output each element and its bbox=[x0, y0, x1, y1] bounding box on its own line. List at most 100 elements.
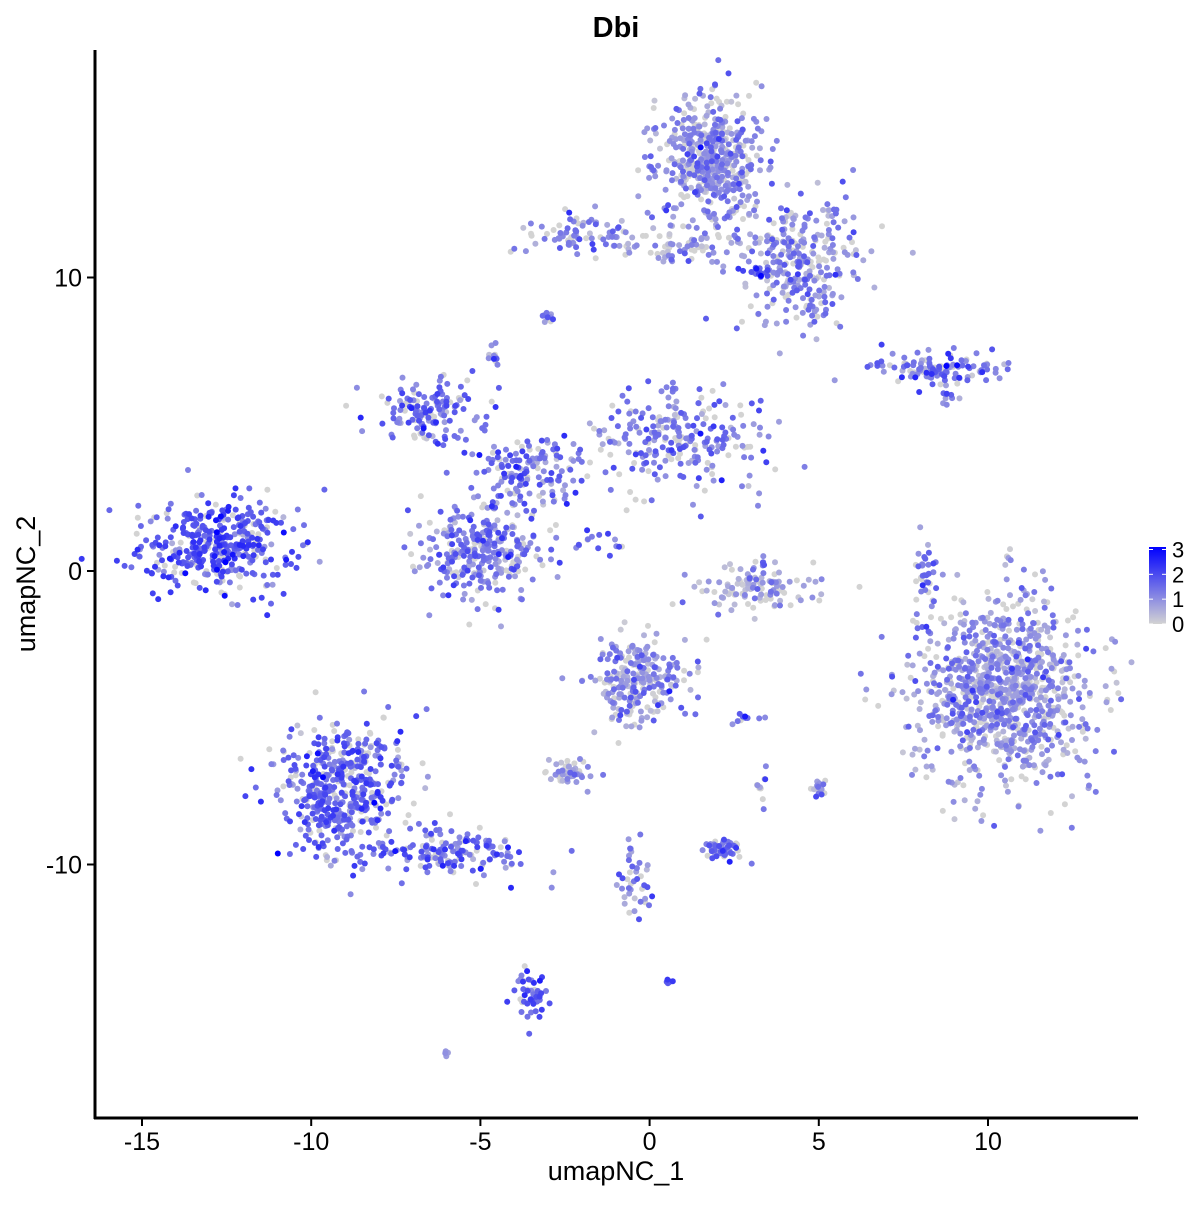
cell-point bbox=[312, 689, 319, 696]
cell-point bbox=[262, 559, 269, 566]
cell-point bbox=[674, 664, 681, 671]
cell-point bbox=[964, 673, 971, 680]
cell-point bbox=[282, 561, 289, 568]
cell-point bbox=[1069, 685, 1076, 692]
cell-point bbox=[230, 524, 237, 531]
cell-point bbox=[1086, 782, 1092, 789]
cell-point bbox=[746, 92, 752, 99]
cell-point bbox=[647, 249, 654, 256]
cell-point bbox=[669, 978, 676, 985]
cell-point bbox=[939, 571, 946, 578]
cell-point bbox=[182, 570, 189, 577]
cell-point bbox=[992, 748, 999, 755]
cell-point bbox=[353, 779, 359, 786]
cell-point bbox=[969, 687, 976, 694]
cell-point bbox=[249, 534, 256, 541]
cell-point bbox=[1045, 736, 1052, 743]
cell-point bbox=[956, 374, 963, 381]
cell-point bbox=[666, 688, 673, 695]
cell-point bbox=[1041, 721, 1048, 728]
cell-point bbox=[514, 538, 521, 544]
cell-point bbox=[466, 621, 473, 628]
cell-point bbox=[1067, 665, 1073, 672]
cell-point bbox=[675, 425, 682, 431]
cell-point bbox=[1010, 724, 1017, 731]
cell-point bbox=[770, 241, 777, 248]
cell-point bbox=[359, 843, 366, 850]
cell-point bbox=[206, 528, 212, 535]
cell-point bbox=[704, 459, 711, 466]
cell-point bbox=[625, 449, 632, 456]
cell-point bbox=[355, 740, 362, 747]
cell-point bbox=[469, 574, 476, 581]
cell-point bbox=[193, 507, 200, 514]
cell-point bbox=[587, 673, 594, 680]
cell-point bbox=[1020, 747, 1027, 754]
cell-point bbox=[658, 388, 665, 395]
cell-point bbox=[1081, 758, 1088, 765]
cell-point bbox=[577, 446, 584, 453]
cell-point bbox=[739, 318, 745, 325]
cell-point bbox=[853, 252, 860, 258]
cell-point bbox=[930, 560, 937, 567]
cell-point bbox=[460, 530, 467, 537]
cell-point bbox=[457, 383, 464, 390]
cell-point bbox=[960, 599, 967, 606]
cell-point bbox=[994, 666, 1001, 673]
colorbar-tick-label: 3 bbox=[1172, 537, 1184, 562]
cell-point bbox=[409, 842, 416, 849]
cell-point bbox=[316, 558, 323, 565]
cell-point bbox=[636, 724, 643, 731]
cell-point bbox=[954, 571, 961, 578]
cell-point bbox=[942, 686, 948, 693]
cell-point bbox=[976, 728, 983, 735]
cell-point bbox=[670, 205, 677, 212]
cell-point bbox=[813, 793, 820, 800]
cell-point bbox=[651, 429, 658, 436]
cell-point bbox=[804, 259, 811, 266]
cell-point bbox=[955, 657, 962, 664]
cell-point bbox=[1076, 696, 1082, 702]
cell-point bbox=[469, 368, 476, 374]
cell-point bbox=[1036, 725, 1043, 732]
cell-point bbox=[266, 746, 273, 753]
cell-point bbox=[1016, 697, 1023, 704]
cell-point bbox=[304, 539, 311, 546]
cell-point bbox=[503, 446, 509, 453]
cell-point bbox=[681, 131, 688, 138]
cell-point bbox=[711, 589, 718, 595]
cell-point bbox=[916, 389, 923, 395]
cell-point bbox=[583, 235, 590, 242]
cell-point bbox=[1009, 699, 1016, 706]
cell-point bbox=[167, 589, 174, 596]
cell-point bbox=[367, 744, 374, 751]
cell-point bbox=[229, 601, 235, 608]
cell-point bbox=[377, 755, 384, 762]
cell-point bbox=[492, 579, 499, 586]
cell-point bbox=[528, 515, 535, 522]
cell-point bbox=[502, 456, 509, 463]
cell-point bbox=[702, 415, 709, 422]
cell-point bbox=[390, 415, 397, 422]
cell-point bbox=[770, 296, 777, 303]
cell-point bbox=[688, 241, 695, 248]
cell-point bbox=[703, 235, 710, 241]
cell-point bbox=[694, 669, 701, 676]
cell-point bbox=[637, 708, 644, 715]
cell-point bbox=[295, 553, 302, 560]
cell-point bbox=[521, 500, 528, 507]
cell-point bbox=[1112, 638, 1119, 645]
cell-point bbox=[143, 567, 150, 574]
cell-point bbox=[760, 570, 767, 577]
cell-point bbox=[668, 256, 675, 263]
cell-point bbox=[1029, 596, 1036, 603]
cell-point bbox=[487, 564, 494, 571]
cell-point bbox=[671, 161, 678, 168]
x-tick-label: -5 bbox=[469, 1128, 491, 1156]
cell-point bbox=[291, 762, 298, 768]
cell-point bbox=[143, 537, 150, 544]
cell-point bbox=[293, 798, 300, 805]
cell-point bbox=[815, 258, 822, 265]
cell-point bbox=[1000, 622, 1007, 629]
cell-point bbox=[134, 514, 141, 521]
